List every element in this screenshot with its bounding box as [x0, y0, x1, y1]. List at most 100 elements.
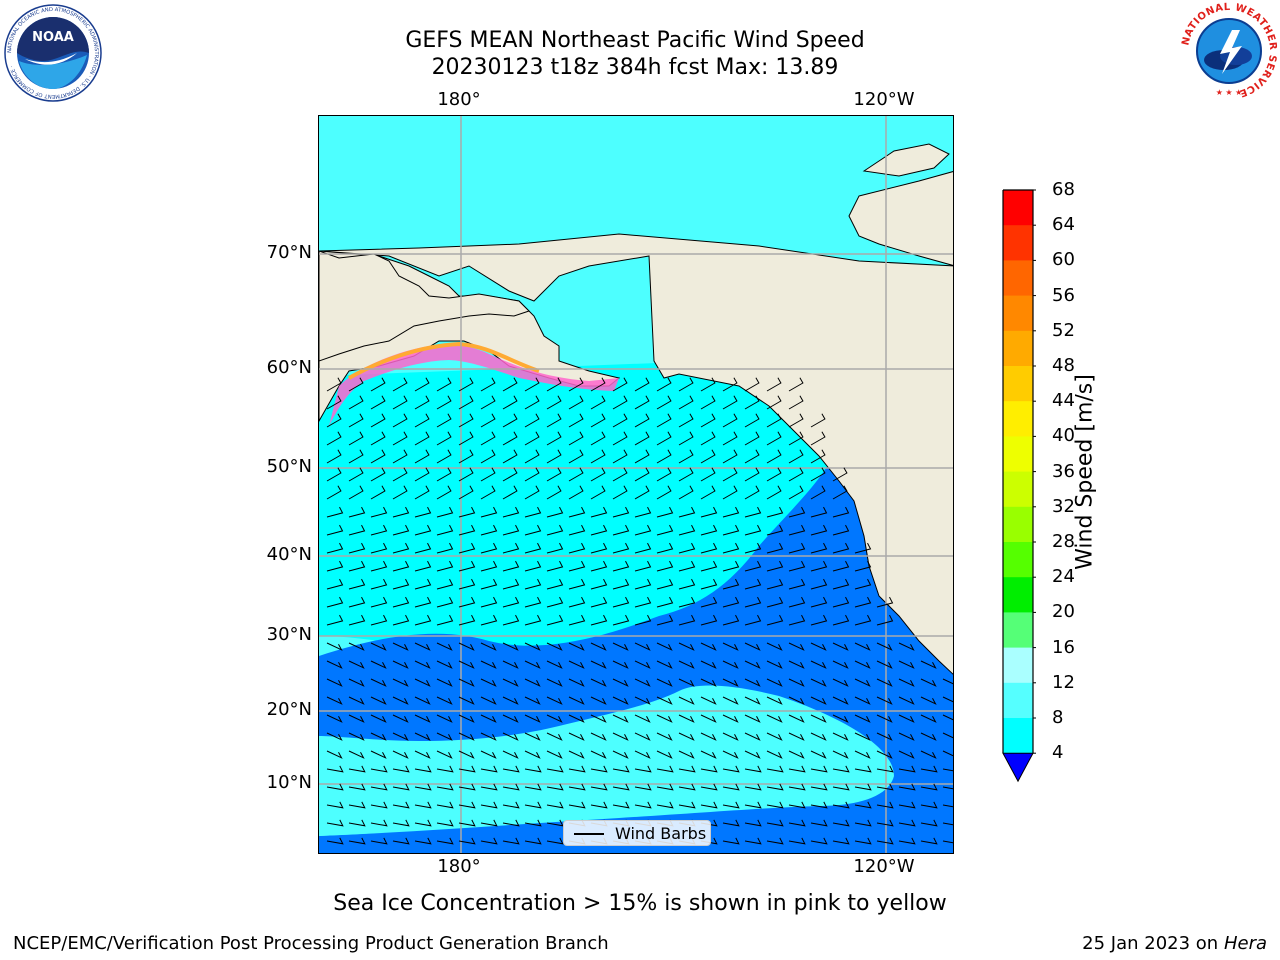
wind-barb	[524, 506, 542, 518]
wind-barb	[810, 596, 828, 608]
wind-barb	[744, 377, 760, 392]
wind-barb	[458, 678, 475, 687]
wind-barb	[458, 431, 474, 446]
wind-barb	[766, 837, 784, 845]
wind-barb	[502, 750, 519, 759]
wind-barb	[546, 395, 562, 410]
wind-barb	[436, 678, 453, 687]
wind-barb	[744, 750, 761, 759]
wind-barb	[348, 506, 366, 518]
wind-barb	[678, 524, 696, 536]
wind-barb	[458, 696, 475, 705]
wind-barb	[414, 395, 430, 410]
wind-barb	[458, 449, 474, 464]
wind-barb	[326, 413, 342, 428]
lon-label-bottom-120w: 120°W	[853, 856, 915, 877]
wind-barb	[678, 467, 694, 482]
wind-barb	[612, 413, 628, 428]
wind-barb	[502, 524, 520, 536]
wind-barb	[326, 732, 343, 741]
wind-barb	[436, 542, 454, 554]
wind-barb	[876, 596, 894, 608]
colorbar-bin	[1003, 471, 1033, 508]
wind-barb	[810, 485, 826, 500]
wind-barb	[392, 819, 410, 827]
wind-barb	[458, 560, 476, 572]
wind-barb	[348, 524, 366, 536]
lon-label-top-180: 180°	[437, 89, 481, 110]
wind-barb	[920, 696, 937, 705]
wind-barb	[810, 696, 827, 705]
wind-barb	[370, 485, 386, 500]
wind-barb	[436, 783, 454, 791]
wind-barb	[876, 696, 893, 705]
wind-barb	[634, 642, 651, 651]
wind-barb	[524, 431, 540, 446]
colorbar-bin	[1003, 682, 1033, 719]
wind-barb	[788, 614, 806, 626]
wind-barb	[810, 765, 828, 773]
wind-barb	[392, 449, 408, 464]
wind-barb	[920, 837, 938, 845]
wind-barb	[678, 485, 694, 500]
wind-barb	[678, 431, 694, 446]
wind-barb	[436, 837, 454, 845]
wind-barb	[854, 750, 871, 759]
wind-barb	[722, 660, 739, 669]
wind-barb	[788, 413, 804, 428]
wind-barb	[502, 542, 520, 554]
wind-barb	[700, 578, 718, 590]
wind-barb	[766, 660, 783, 669]
wind-barb	[744, 765, 762, 773]
wind-barb	[656, 506, 674, 518]
wind-barb	[370, 750, 387, 759]
wind-barb	[436, 714, 453, 723]
wind-barb	[854, 801, 872, 809]
wind-barb	[436, 560, 454, 572]
wind-barb	[326, 750, 343, 759]
wind-barb	[568, 714, 585, 723]
wind-barb	[678, 714, 695, 723]
wind-barb	[370, 377, 386, 392]
wind-barb	[348, 732, 365, 741]
colorbar-bin	[1003, 542, 1033, 578]
wind-barb	[634, 596, 652, 608]
wind-barb	[766, 801, 784, 809]
wind-barb	[546, 449, 562, 464]
wind-barb	[722, 642, 739, 651]
wind-barb	[458, 614, 476, 626]
wind-barb	[612, 660, 629, 669]
wind-barb	[722, 765, 740, 773]
wind-barb	[744, 449, 760, 464]
wind-barb	[898, 678, 915, 687]
colorbar-bin	[1003, 190, 1033, 226]
wind-barb	[546, 696, 563, 705]
colorbar-tick-label: 40	[1052, 425, 1075, 447]
wind-barb	[590, 801, 608, 809]
wind-barb	[722, 837, 740, 845]
wind-barb	[480, 431, 496, 446]
wind-barb	[546, 678, 563, 687]
wind-barb	[414, 783, 432, 791]
colorbar-tick-label: 24	[1052, 566, 1075, 588]
wind-barb	[348, 596, 366, 608]
wind-barb	[326, 395, 342, 410]
wind-barb	[656, 524, 674, 536]
wind-barb	[656, 377, 672, 392]
wind-barb	[766, 614, 784, 626]
wind-barb	[656, 578, 674, 590]
wind-barb	[480, 732, 497, 741]
wind-barb	[788, 506, 806, 518]
wind-barb	[414, 801, 432, 809]
colorbar-bin	[1003, 366, 1033, 402]
wind-barb	[678, 801, 696, 809]
colorbar-tick-label: 44	[1052, 390, 1075, 412]
wind-barb	[392, 660, 409, 669]
wind-barb	[524, 467, 540, 482]
wind-barb	[568, 560, 586, 572]
wind-barb	[414, 578, 432, 590]
wind-barb	[326, 678, 343, 687]
wind-barb	[832, 642, 849, 651]
wind-barb	[722, 819, 740, 827]
wind-barb	[392, 560, 410, 572]
